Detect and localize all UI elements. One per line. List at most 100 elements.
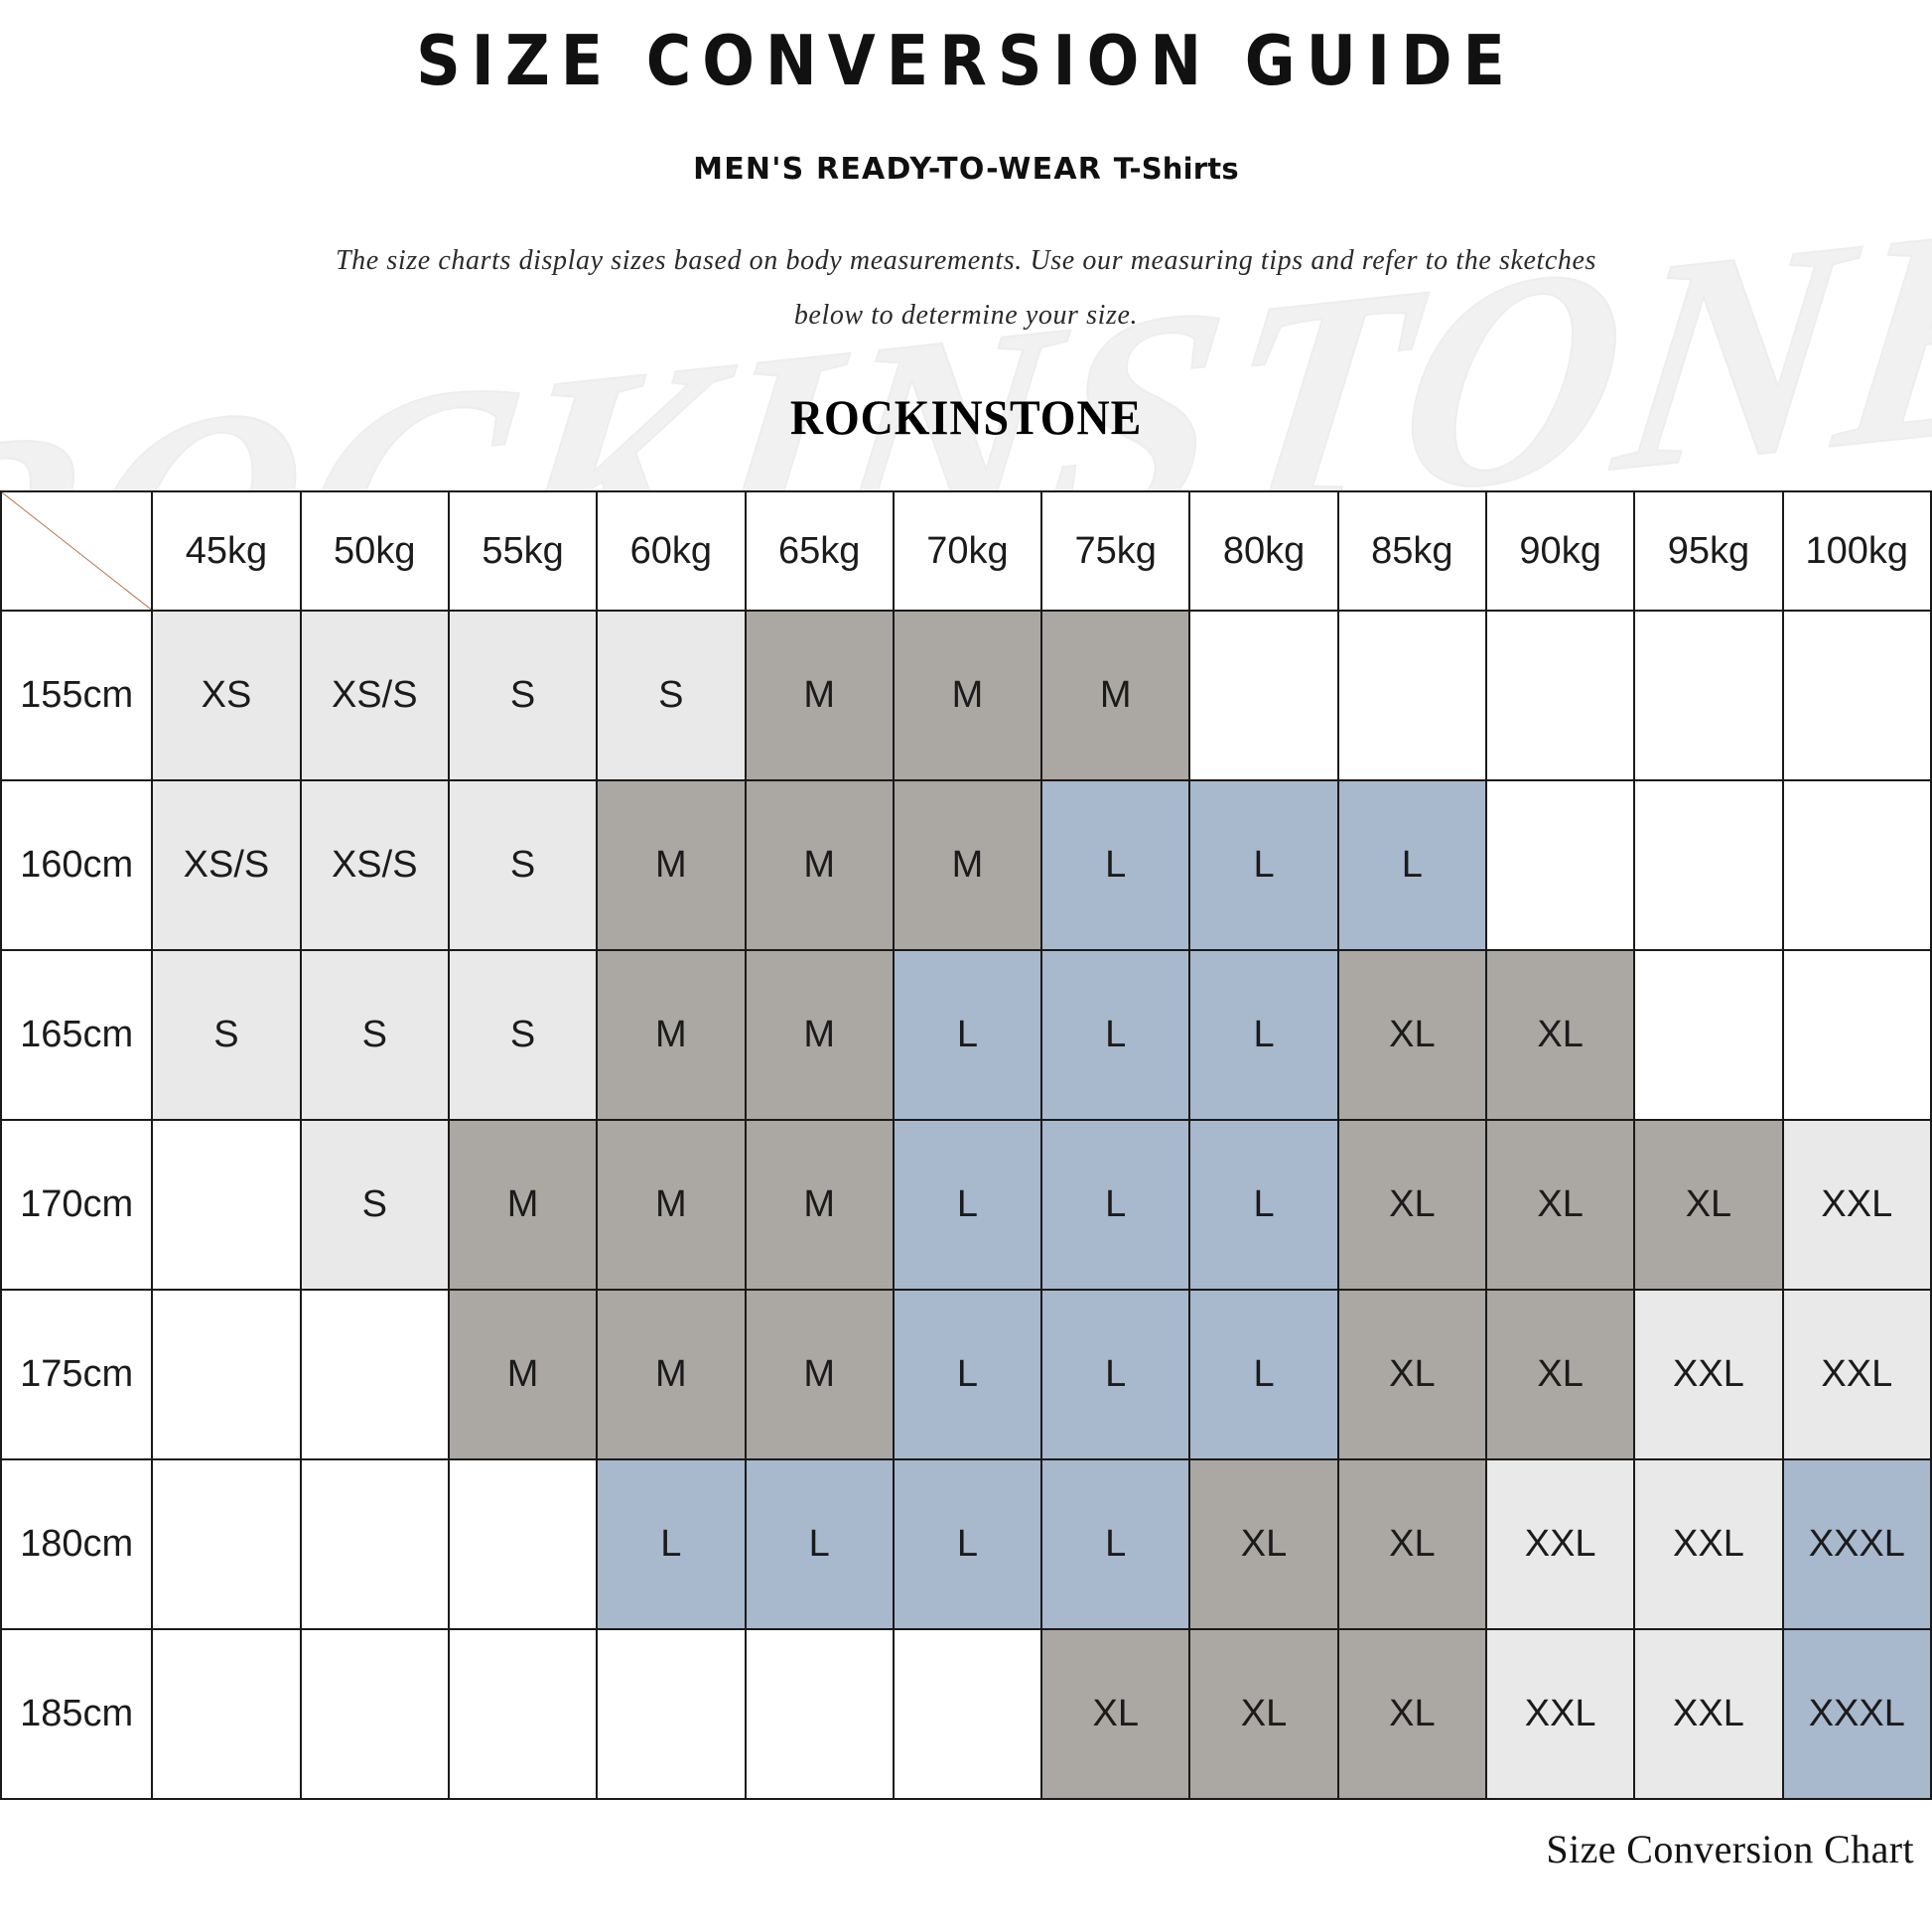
size-cell-160cm-95kg xyxy=(1633,779,1784,952)
footer-caption: Size Conversion Chart xyxy=(1546,1827,1914,1872)
size-cell-170cm-95kg: XL xyxy=(1633,1119,1784,1292)
size-cell-180cm-95kg: XXL xyxy=(1633,1458,1784,1631)
size-cell-160cm-75kg: L xyxy=(1040,779,1191,952)
size-cell-165cm-100kg xyxy=(1781,949,1932,1122)
size-cell-165cm-60kg: M xyxy=(596,949,747,1122)
size-cell-185cm-55kg xyxy=(447,1628,599,1801)
row-header-165cm: 165cm xyxy=(0,949,154,1122)
size-cell-165cm-65kg: M xyxy=(744,949,895,1122)
brand-name: ROCKINSTONE xyxy=(789,389,1143,446)
size-cell-175cm-55kg: M xyxy=(447,1289,599,1461)
size-cell-185cm-75kg: XL xyxy=(1040,1628,1191,1801)
size-cell-185cm-90kg: XXL xyxy=(1484,1628,1636,1801)
size-cell-180cm-90kg: XXL xyxy=(1484,1458,1636,1631)
size-cell-180cm-55kg xyxy=(447,1458,599,1631)
size-cell-185cm-65kg xyxy=(744,1628,895,1801)
table-row: 160cm XS/S XS/S S M M M L L L xyxy=(0,779,1932,952)
col-header-55kg: 55kg xyxy=(447,490,599,613)
subtitle-main: MEN'S READY-TO-WEAR xyxy=(693,152,1103,187)
size-cell-170cm-70kg: L xyxy=(892,1119,1043,1292)
size-cell-175cm-95kg: XXL xyxy=(1633,1289,1784,1461)
size-cell-165cm-55kg: S xyxy=(447,949,599,1122)
size-cell-165cm-50kg: S xyxy=(299,949,450,1122)
size-cell-175cm-45kg xyxy=(151,1289,302,1461)
size-cell-160cm-85kg: L xyxy=(1336,779,1487,952)
size-cell-180cm-85kg: XL xyxy=(1336,1458,1487,1631)
size-cell-160cm-50kg: XS/S xyxy=(299,779,450,952)
size-cell-180cm-65kg: L xyxy=(744,1458,895,1631)
col-header-50kg: 50kg xyxy=(299,490,450,613)
table-row: 170cm S M M M L L L XL XL XL XXL xyxy=(0,1119,1932,1292)
col-header-95kg: 95kg xyxy=(1633,490,1784,613)
size-cell-175cm-50kg xyxy=(299,1289,450,1461)
size-cell-165cm-85kg: XL xyxy=(1336,949,1487,1122)
size-conversion-guide-page: SIZE CONVERSION GUIDE MEN'S READY-TO-WEA… xyxy=(0,20,1932,1872)
size-cell-170cm-75kg: L xyxy=(1040,1119,1191,1292)
size-cell-185cm-45kg xyxy=(151,1628,302,1801)
size-cell-180cm-60kg: L xyxy=(596,1458,747,1631)
size-cell-170cm-65kg: M xyxy=(744,1119,895,1292)
size-cell-160cm-100kg xyxy=(1781,779,1932,952)
size-cell-155cm-70kg: M xyxy=(892,610,1043,782)
size-cell-155cm-65kg: M xyxy=(744,610,895,782)
size-cell-170cm-45kg xyxy=(151,1119,302,1292)
subtitle: MEN'S READY-TO-WEAR T-Shirts xyxy=(0,90,1932,187)
size-cell-160cm-80kg: L xyxy=(1188,779,1339,952)
col-header-100kg: 100kg xyxy=(1781,490,1932,613)
size-cell-175cm-90kg: XL xyxy=(1484,1289,1636,1461)
intro-paragraph: The size charts display sizes based on b… xyxy=(335,245,1597,331)
size-conversion-table: 45kg 50kg 55kg 60kg 65kg 70kg 75kg 80kg 85kg 90kg… xyxy=(0,490,1932,1801)
table-row: 175cm M M M L L L XL XL XXL XXL xyxy=(0,1289,1932,1461)
size-cell-175cm-60kg: M xyxy=(596,1289,747,1461)
row-header-185cm: 185cm xyxy=(0,1628,154,1801)
size-cell-160cm-60kg: M xyxy=(596,779,747,952)
table-row: 185cm XL XL XL XXL XXL XXXL xyxy=(0,1628,1932,1801)
size-cell-185cm-85kg: XL xyxy=(1336,1628,1487,1801)
size-cell-155cm-95kg xyxy=(1633,610,1784,782)
table-body: 155cm XS XS/S S S M M M 160cm XS/S XS/S S M M M L L L 165c… xyxy=(0,610,1932,1801)
col-header-85kg: 85kg xyxy=(1336,490,1487,613)
row-header-175cm: 175cm xyxy=(0,1289,154,1461)
size-cell-175cm-75kg: L xyxy=(1040,1289,1191,1461)
size-cell-185cm-70kg xyxy=(892,1628,1043,1801)
size-cell-155cm-85kg xyxy=(1336,610,1487,782)
size-cell-155cm-90kg xyxy=(1484,610,1636,782)
size-cell-180cm-50kg xyxy=(299,1458,450,1631)
size-cell-175cm-70kg: L xyxy=(892,1289,1043,1461)
size-cell-180cm-80kg: XL xyxy=(1188,1458,1339,1631)
size-cell-185cm-50kg xyxy=(299,1628,450,1801)
size-cell-165cm-80kg: L xyxy=(1188,949,1339,1122)
table-head: 45kg 50kg 55kg 60kg 65kg 70kg 75kg 80kg 85kg 90kg… xyxy=(0,490,1932,613)
size-cell-170cm-50kg: S xyxy=(299,1119,450,1292)
size-cell-180cm-75kg: L xyxy=(1040,1458,1191,1631)
size-cell-165cm-45kg: S xyxy=(151,949,302,1122)
page-title: SIZE CONVERSION GUIDE xyxy=(416,20,1516,101)
size-cell-185cm-60kg xyxy=(596,1628,747,1801)
size-cell-180cm-45kg xyxy=(151,1458,302,1631)
row-header-155cm: 155cm xyxy=(0,610,154,782)
col-header-80kg: 80kg xyxy=(1188,490,1339,613)
col-header-65kg: 65kg xyxy=(744,490,895,613)
table-row: 180cm L L L L XL XL XXL XXL XXXL xyxy=(0,1458,1932,1631)
size-cell-155cm-45kg: XS xyxy=(151,610,302,782)
size-cell-160cm-90kg xyxy=(1484,779,1636,952)
size-cell-185cm-95kg: XXL xyxy=(1633,1628,1784,1801)
row-header-160cm: 160cm xyxy=(0,779,154,952)
size-table-container: 45kg 50kg 55kg 60kg 65kg 70kg 75kg 80kg 85kg 90kg… xyxy=(0,490,1932,1801)
size-cell-175cm-65kg: M xyxy=(744,1289,895,1461)
header-row: 45kg 50kg 55kg 60kg 65kg 70kg 75kg 80kg 85kg 90kg… xyxy=(0,490,1932,613)
size-cell-155cm-60kg: S xyxy=(596,610,747,782)
col-header-45kg: 45kg xyxy=(151,490,302,613)
size-cell-170cm-55kg: M xyxy=(447,1119,599,1292)
size-cell-170cm-100kg: XXL xyxy=(1781,1119,1932,1292)
size-cell-180cm-70kg: L xyxy=(892,1458,1043,1631)
diagonal-divider-icon xyxy=(2,492,151,610)
size-cell-180cm-100kg: XXXL xyxy=(1781,1458,1932,1631)
size-cell-155cm-50kg: XS/S xyxy=(299,610,450,782)
col-header-60kg: 60kg xyxy=(596,490,747,613)
subtitle-category: T-Shirts xyxy=(1113,152,1239,186)
size-cell-175cm-80kg: L xyxy=(1188,1289,1339,1461)
size-cell-160cm-70kg: M xyxy=(892,779,1043,952)
table-row: 155cm XS XS/S S S M M M xyxy=(0,610,1932,782)
size-cell-155cm-80kg xyxy=(1188,610,1339,782)
